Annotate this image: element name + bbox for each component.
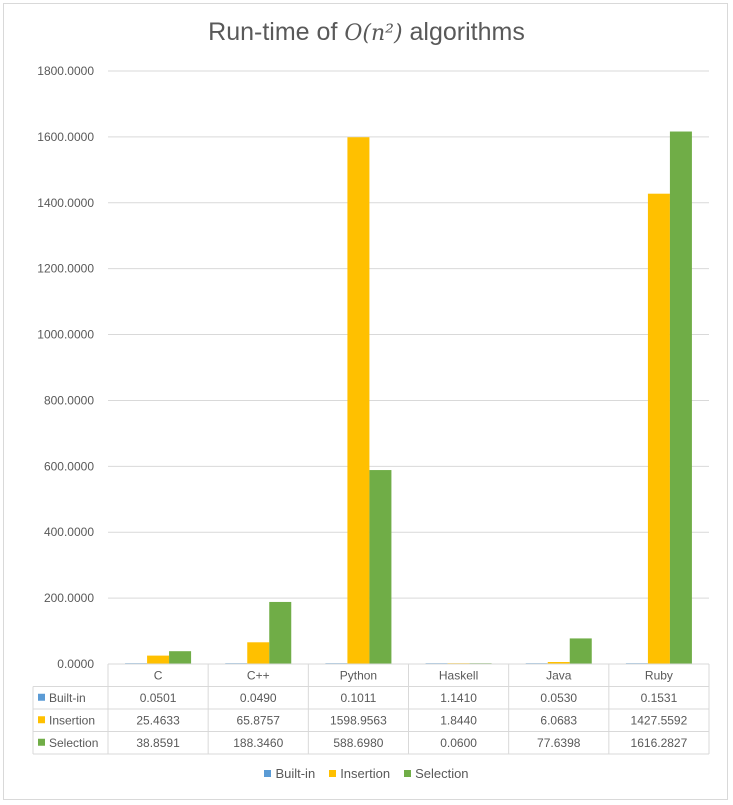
category-label: C++ (247, 668, 270, 682)
legend-swatch-insertion (329, 770, 337, 777)
y-tick-label: 1000.0000 (37, 328, 94, 342)
y-tick-label: 200.0000 (44, 591, 94, 605)
chart-title-suffix: algorithms (402, 18, 525, 46)
legend-label-selection: Selection (415, 766, 469, 781)
data-label: 0.1531 (641, 691, 678, 705)
bar-insertion (547, 662, 570, 664)
table-legend-key (38, 693, 45, 701)
data-label: 0.0490 (240, 691, 277, 705)
y-tick-label: 400.0000 (44, 525, 94, 539)
table-series-label: Insertion (49, 713, 95, 727)
table-series-label: Selection (49, 736, 98, 750)
bar-insertion (247, 642, 270, 664)
data-label: 188.3460 (233, 736, 283, 750)
data-label: 65.8757 (237, 713, 281, 727)
y-tick-label: 1600.0000 (37, 130, 94, 144)
legend-swatch-selection (404, 770, 412, 777)
y-tick-label: 0.0000 (57, 657, 94, 671)
chart-legend: Built-in Insertion Selection (0, 766, 733, 781)
category-label: Java (546, 668, 572, 682)
chart-title-prefix: Run-time of (208, 18, 345, 46)
legend-label-built-in: Built-in (275, 766, 316, 781)
legend-item-selection: Selection (404, 766, 469, 781)
data-label: 0.0501 (140, 691, 177, 705)
bar-insertion (647, 193, 670, 664)
data-label: 1.8440 (440, 713, 477, 727)
category-label: Python (340, 668, 377, 682)
y-tick-label: 800.0000 (44, 393, 94, 407)
data-label: 1427.5592 (631, 713, 688, 727)
data-label: 0.0530 (540, 691, 577, 705)
data-label: 0.0600 (440, 736, 477, 750)
data-label: 77.6398 (537, 736, 581, 750)
chart-title-math: O(n²) (344, 21, 403, 46)
data-label: 588.6980 (333, 736, 383, 750)
data-label: 6.0683 (540, 713, 577, 727)
legend-item-built-in: Built-in (264, 766, 315, 781)
bar-insertion (347, 137, 370, 664)
data-label: 1616.2827 (631, 736, 688, 750)
y-tick-label: 1800.0000 (37, 64, 94, 78)
data-label: 38.8591 (136, 736, 180, 750)
category-label: C (154, 668, 163, 682)
legend-item-insertion: Insertion (329, 766, 390, 781)
data-label: 0.1011 (341, 691, 377, 705)
table-legend-key (38, 738, 45, 746)
bar-selection (269, 601, 292, 664)
bar-selection (169, 651, 192, 664)
category-label: Haskell (439, 668, 478, 682)
table-series-label: Built-in (49, 691, 86, 705)
category-label: Ruby (645, 668, 673, 682)
bar-selection (569, 638, 592, 664)
data-label: 25.4633 (136, 713, 180, 727)
chart-frame (3, 3, 728, 800)
y-tick-label: 600.0000 (44, 459, 94, 473)
data-label: 1.1410 (440, 691, 477, 705)
bar-selection (369, 470, 392, 664)
bar-insertion (147, 655, 170, 664)
legend-swatch-built-in (264, 770, 272, 777)
chart-title: Run-time of O(n²) algorithms (0, 18, 733, 47)
y-tick-label: 1200.0000 (37, 262, 94, 276)
table-legend-key (38, 716, 45, 724)
y-tick-label: 1400.0000 (37, 196, 94, 210)
data-label: 1598.9563 (330, 713, 387, 727)
legend-label-insertion: Insertion (340, 766, 391, 781)
bar-selection (669, 131, 692, 664)
